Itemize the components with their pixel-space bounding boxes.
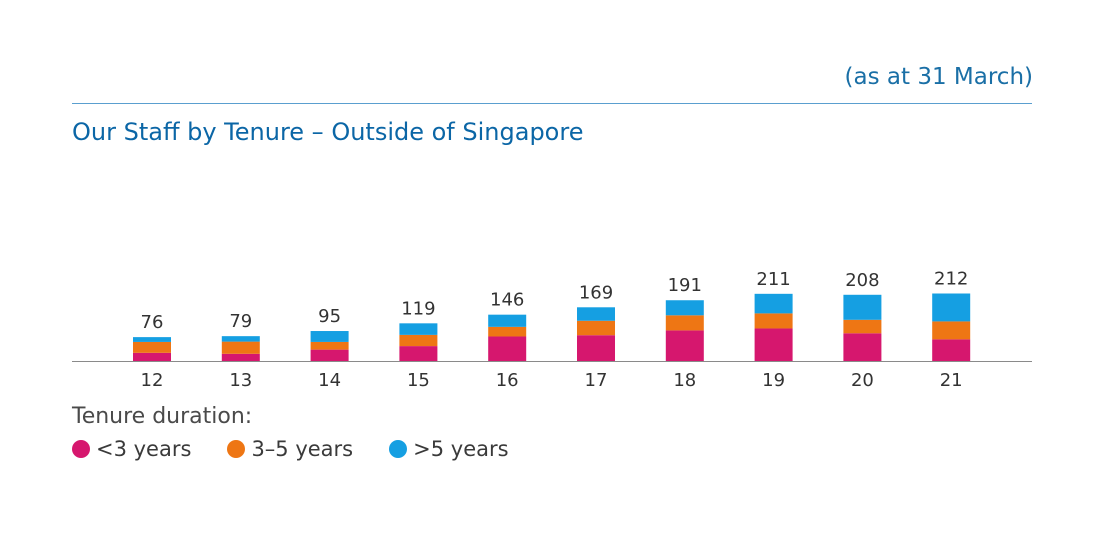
labels-group: 76 12 79 13 95 14 119 15 146 16 169 17 191 18 211 19 208… bbox=[141, 269, 969, 392]
x-tick-label-19: 19 bbox=[762, 370, 785, 391]
bar-segment-17-series-1 bbox=[577, 320, 615, 336]
bar-segment-18-series-1 bbox=[665, 315, 704, 331]
x-tick-label-20: 20 bbox=[851, 370, 874, 391]
legend-title: Tenure duration: bbox=[72, 404, 253, 429]
total-label-21: 212 bbox=[934, 269, 968, 290]
bar-segment-21-series-0 bbox=[932, 339, 971, 362]
header-divider bbox=[72, 103, 1032, 104]
bar-segment-14-series-2 bbox=[310, 331, 349, 342]
legend-swatch-3-5-years bbox=[227, 440, 246, 458]
bar-segment-18-series-0 bbox=[665, 330, 704, 362]
total-label-16: 146 bbox=[490, 290, 524, 311]
bar-segment-16-series-0 bbox=[488, 336, 527, 362]
x-tick-label-17: 17 bbox=[585, 370, 608, 391]
x-tick-label-16: 16 bbox=[496, 370, 519, 391]
total-label-15: 119 bbox=[401, 298, 435, 319]
bar-segment-21-series-2 bbox=[932, 293, 971, 322]
bar-segment-17-series-2 bbox=[577, 307, 615, 321]
total-label-19: 211 bbox=[756, 269, 790, 290]
legend-swatch-over-5-years bbox=[389, 440, 408, 458]
bar-segment-21-series-1 bbox=[932, 321, 971, 340]
x-tick-label-13: 13 bbox=[229, 370, 252, 391]
as-at-note: (as at 31 March) bbox=[844, 64, 1033, 90]
bar-segment-13-series-1 bbox=[221, 341, 260, 354]
bar-segment-15-series-2 bbox=[399, 323, 438, 335]
x-tick-label-15: 15 bbox=[407, 370, 430, 391]
bars-group bbox=[133, 293, 971, 362]
bar-segment-19-series-0 bbox=[754, 328, 793, 362]
bar-segment-19-series-2 bbox=[754, 293, 793, 314]
bar-segment-14-series-1 bbox=[310, 341, 349, 350]
bar-segment-16-series-1 bbox=[488, 326, 527, 337]
legend: <3 years 3–5 years >5 years bbox=[72, 437, 545, 461]
x-tick-label-12: 12 bbox=[141, 370, 164, 391]
total-label-18: 191 bbox=[668, 275, 702, 296]
bar-segment-20-series-0 bbox=[843, 333, 882, 362]
chart-title: Our Staff by Tenure – Outside of Singapo… bbox=[72, 118, 584, 146]
bar-segment-19-series-1 bbox=[754, 313, 793, 329]
x-tick-label-18: 18 bbox=[673, 370, 696, 391]
total-label-17: 169 bbox=[579, 282, 613, 303]
total-label-13: 79 bbox=[229, 311, 252, 332]
legend-item-under-3-years: <3 years bbox=[72, 437, 191, 461]
bar-segment-15-series-1 bbox=[399, 334, 438, 347]
legend-label: >5 years bbox=[413, 437, 509, 461]
legend-item-over-5-years: >5 years bbox=[389, 437, 509, 461]
bar-segment-12-series-0 bbox=[133, 352, 171, 362]
bar-segment-15-series-0 bbox=[399, 346, 438, 362]
bar-segment-20-series-2 bbox=[843, 294, 882, 320]
bar-segment-13-series-0 bbox=[221, 353, 260, 362]
bar-segment-13-series-2 bbox=[221, 336, 260, 342]
total-label-20: 208 bbox=[845, 270, 879, 291]
x-tick-label-14: 14 bbox=[318, 370, 341, 391]
legend-swatch-under-3-years bbox=[72, 440, 90, 458]
bar-segment-18-series-2 bbox=[665, 300, 704, 316]
total-label-12: 76 bbox=[141, 312, 164, 333]
stacked-bar-chart: 76 12 79 13 95 14 119 15 146 16 169 17 191 18 211 19 208… bbox=[72, 269, 1032, 392]
bar-segment-17-series-0 bbox=[577, 335, 615, 362]
bar-segment-12-series-2 bbox=[133, 337, 171, 342]
bar-segment-20-series-1 bbox=[843, 319, 882, 334]
legend-label: 3–5 years bbox=[251, 437, 354, 461]
bar-segment-14-series-0 bbox=[310, 349, 349, 362]
total-label-14: 95 bbox=[318, 306, 341, 327]
bar-segment-16-series-2 bbox=[488, 314, 527, 327]
legend-label: <3 years bbox=[96, 437, 192, 461]
legend-item-3-5-years: 3–5 years bbox=[227, 437, 353, 461]
x-tick-label-21: 21 bbox=[940, 370, 963, 391]
bar-segment-12-series-1 bbox=[133, 341, 171, 353]
